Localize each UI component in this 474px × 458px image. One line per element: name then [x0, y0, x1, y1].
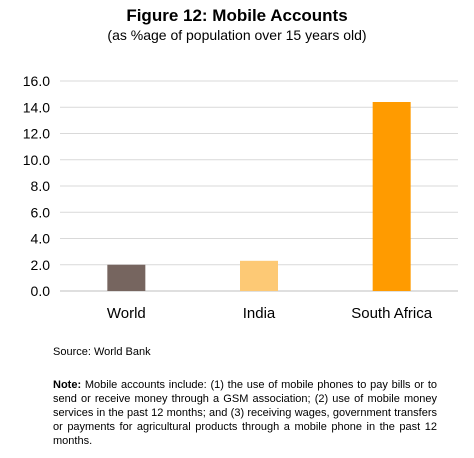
- y-tick-label: 8.0: [31, 178, 51, 194]
- source-text: Source: World Bank: [53, 346, 151, 358]
- bar-south-africa: [372, 102, 411, 291]
- y-tick-label: 0.0: [31, 283, 51, 299]
- note-text: Mobile accounts include: (1) the use of …: [53, 379, 437, 447]
- y-tick-label: 6.0: [31, 204, 51, 220]
- y-axis-ticks: 0.0 2.0 4.0 6.0 8.0 10.0 12.0 14.0 16.0: [23, 73, 50, 299]
- y-tick-label: 14.0: [23, 99, 50, 115]
- y-tick-label: 10.0: [23, 152, 50, 168]
- bar-chart: 0.0 2.0 4.0 6.0 8.0 10.0 12.0 14.0 16.0 World Ind…: [23, 73, 458, 322]
- y-tick-label: 16.0: [23, 73, 50, 89]
- y-tick-label: 2.0: [31, 257, 51, 273]
- y-tick-label: 4.0: [31, 231, 51, 247]
- x-tick-label: World: [107, 305, 146, 322]
- chart-subtitle: (as %age of population over 15 years old…: [107, 27, 367, 43]
- bars: [107, 102, 411, 291]
- x-axis-labels: World India South Africa: [107, 305, 433, 322]
- note-block: Note: Mobile accounts include: (1) the u…: [53, 378, 437, 448]
- y-tick-label: 12.0: [23, 126, 50, 142]
- x-tick-label: South Africa: [351, 305, 433, 322]
- x-tick-label: India: [243, 305, 276, 322]
- bar-india: [240, 260, 278, 291]
- note-label: Note:: [53, 379, 82, 391]
- chart-title: Figure 12: Mobile Accounts: [126, 6, 348, 25]
- bar-world: [107, 264, 146, 291]
